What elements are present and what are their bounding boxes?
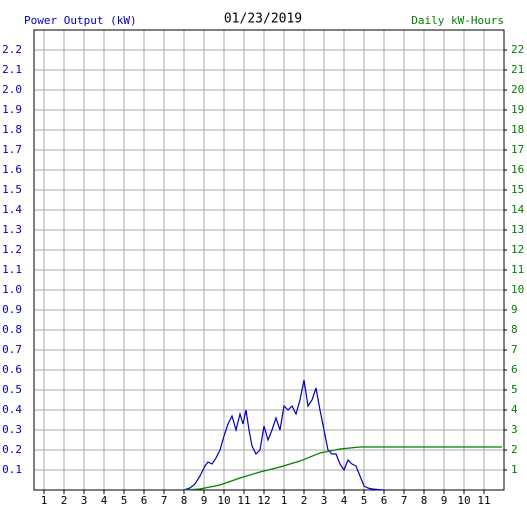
y-tick-label: 1.7 xyxy=(2,143,22,156)
x-tick-label: 11 xyxy=(237,494,250,507)
x-tick-label: 10 xyxy=(457,494,470,507)
y2-tick-label: 13 xyxy=(511,223,524,236)
x-tick-label: 4 xyxy=(341,494,348,507)
y2-tick-label: 10 xyxy=(511,283,524,296)
y-tick-label: 2.1 xyxy=(2,63,22,76)
y2-tick-label: 22 xyxy=(511,43,524,56)
y-tick-label: 0.9 xyxy=(2,303,22,316)
plot-border xyxy=(33,29,505,491)
y-tick-label: 1.9 xyxy=(2,103,22,116)
y-axis-title: Power Output (kW) xyxy=(24,14,137,27)
y2-tick-label: 1 xyxy=(511,463,518,476)
x-tick-label: 7 xyxy=(401,494,408,507)
y2-tick-label: 9 xyxy=(511,303,518,316)
x-tick-label: 1 xyxy=(41,494,48,507)
x-tick-label: 3 xyxy=(81,494,88,507)
y-tick-label: 0.3 xyxy=(2,423,22,436)
y-tick-label: 1.8 xyxy=(2,123,22,136)
x-tick-label: 5 xyxy=(361,494,368,507)
y-tick-label: 2.2 xyxy=(2,43,22,56)
y2-axis-title: Daily kW-Hours xyxy=(411,14,504,27)
y-tick-label: 1.3 xyxy=(2,223,22,236)
y2-tick-label: 8 xyxy=(511,323,518,336)
x-tick-label: 4 xyxy=(101,494,108,507)
x-tick-label: 11 xyxy=(477,494,490,507)
x-tick-label: 10 xyxy=(217,494,230,507)
x-tick-label: 8 xyxy=(421,494,428,507)
x-tick-label: 9 xyxy=(201,494,208,507)
y2-tick-label: 2 xyxy=(511,443,518,456)
y-tick-label: 0.1 xyxy=(2,463,22,476)
y2-tick-label: 6 xyxy=(511,363,518,376)
y-tick-label: 1.4 xyxy=(2,203,22,216)
x-tick-label: 6 xyxy=(381,494,388,507)
plot-area xyxy=(34,30,504,490)
series-line xyxy=(183,446,502,491)
y2-tick-label: 4 xyxy=(511,403,518,416)
y-tick-label: 2.0 xyxy=(2,83,22,96)
y-tick-label: 0.2 xyxy=(2,443,22,456)
y2-tick-label: 11 xyxy=(511,263,524,276)
y2-tick-label: 5 xyxy=(511,383,518,396)
y-tick-label: 1.1 xyxy=(2,263,22,276)
y-tick-label: 1.2 xyxy=(2,243,22,256)
x-tick-label: 8 xyxy=(181,494,188,507)
y-tick-label: 0.7 xyxy=(2,343,22,356)
x-tick-label: 12 xyxy=(257,494,270,507)
y-tick-label: 1.5 xyxy=(2,183,22,196)
series-line xyxy=(183,379,385,491)
y-tick-label: 0.4 xyxy=(2,403,22,416)
y2-tick-label: 19 xyxy=(511,103,524,116)
x-tick-label: 3 xyxy=(321,494,328,507)
y2-tick-label: 7 xyxy=(511,343,518,356)
chart-title: 01/23/2019 xyxy=(224,12,302,27)
y-tick-label: 0.6 xyxy=(2,363,22,376)
x-tick-label: 5 xyxy=(121,494,128,507)
x-tick-label: 7 xyxy=(161,494,168,507)
x-tick-label: 2 xyxy=(61,494,68,507)
y2-tick-label: 14 xyxy=(511,203,525,216)
x-tick-label: 6 xyxy=(141,494,148,507)
x-tick-label: 2 xyxy=(301,494,308,507)
y2-tick-label: 21 xyxy=(511,63,524,76)
y-tick-label: 1.0 xyxy=(2,283,22,296)
y2-tick-label: 16 xyxy=(511,163,524,176)
y-tick-label: 1.6 xyxy=(2,163,22,176)
x-tick-label: 9 xyxy=(441,494,448,507)
y2-tick-label: 12 xyxy=(511,243,524,256)
y2-tick-label: 15 xyxy=(511,183,524,196)
y2-tick-label: 20 xyxy=(511,83,524,96)
x-tick-label: 1 xyxy=(281,494,288,507)
y2-tick-label: 17 xyxy=(511,143,524,156)
y-tick-label: 0.8 xyxy=(2,323,22,336)
y-tick-label: 0.5 xyxy=(2,383,22,396)
y2-tick-label: 18 xyxy=(511,123,524,136)
y2-tick-label: 3 xyxy=(511,423,518,436)
